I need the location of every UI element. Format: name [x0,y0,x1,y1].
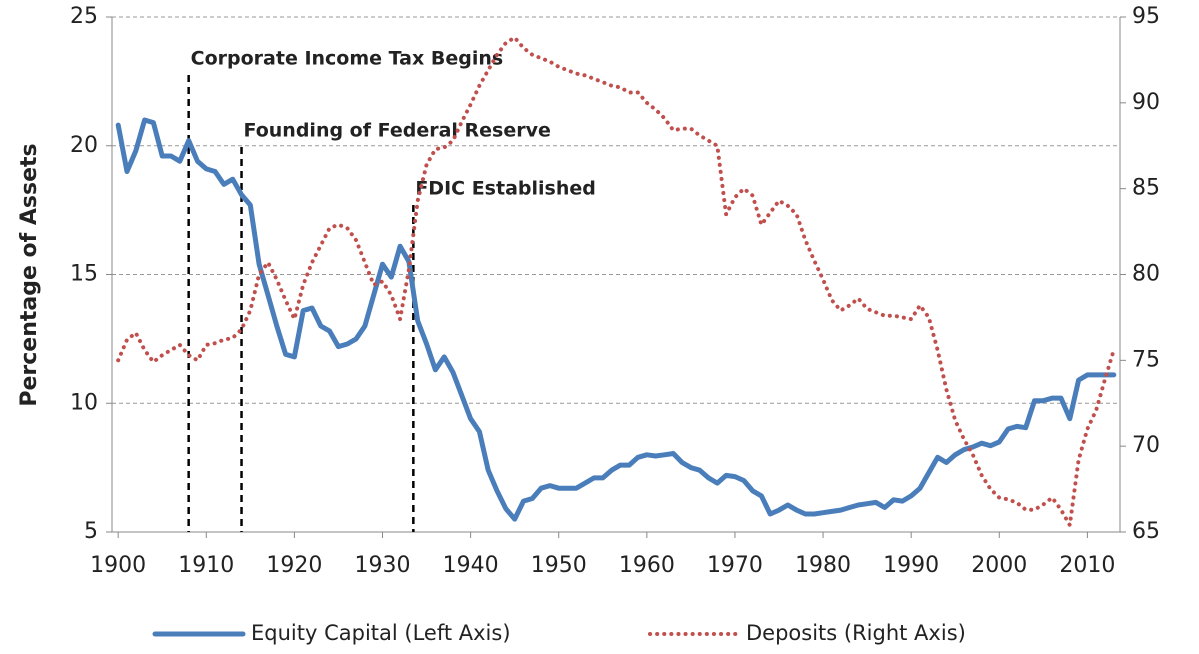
annotation-label: FDIC Established [415,178,596,200]
y2-tick-label: 80 [1132,262,1160,287]
y2-tick-label: 65 [1132,519,1160,544]
annotation-label: Founding of Federal Reserve [244,120,551,142]
x-tick-label: 1980 [795,553,851,578]
x-tick-label: 1970 [707,553,763,578]
x-tick-label: 2010 [1059,553,1115,578]
x-tick-label: 1910 [178,553,234,578]
y2-tick-label: 90 [1132,90,1160,115]
x-tick-label: 1950 [531,553,587,578]
y-tick-label: 25 [70,4,98,29]
annotation-label: Corporate Income Tax Begins [191,48,504,70]
y2-tick-label: 85 [1132,176,1160,201]
x-tick-label: 2000 [971,553,1027,578]
x-tick-label: 1940 [443,553,499,578]
legend-label: Equity Capital (Left Axis) [251,621,511,645]
y-tick-label: 15 [70,262,98,287]
y-tick-label: 20 [70,133,98,158]
y-tick-label: 10 [70,390,98,415]
series-line [115,117,1117,522]
y-axis-label: Percentage of Assets [17,143,42,406]
y2-tick-label: 75 [1132,347,1160,372]
x-tick-label: 1990 [883,553,939,578]
x-tick-label: 1930 [355,553,411,578]
y2-tick-label: 70 [1132,433,1160,458]
x-tick-label: 1920 [266,553,322,578]
x-tick-label: 1900 [90,553,146,578]
y-tick-label: 5 [84,519,98,544]
series-line [116,35,1116,528]
y2-tick-label: 95 [1132,4,1160,29]
legend-label: Deposits (Right Axis) [746,621,966,645]
x-tick-label: 1960 [619,553,675,578]
